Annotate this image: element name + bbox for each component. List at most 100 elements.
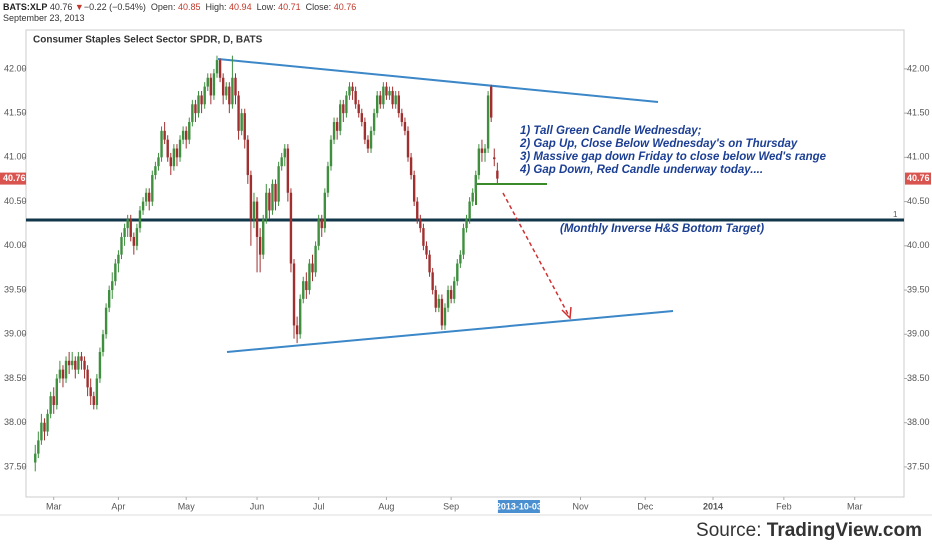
candle-body [92,396,95,406]
candle-body [431,272,434,291]
candle-body [265,192,268,220]
date: September 23, 2013 [3,13,85,23]
candle-body [200,95,203,105]
candle-body [181,130,185,140]
candle-body [178,139,182,158]
candle-body [157,157,160,167]
change-pct: (−0.54%) [109,2,146,12]
change: −0.22 [83,2,107,12]
candle-body [354,91,357,105]
candle-body [221,77,225,96]
candle-body [329,139,333,167]
candle-body [138,210,142,229]
candle-body [55,378,59,406]
annotation: 3) Massive gap down Friday to close belo… [520,151,827,163]
symbol: BATS:XLP [3,2,48,12]
y-tick-label: 42.00 [907,63,930,73]
x-tick-label: Aug [378,501,394,511]
candle-body [160,130,163,158]
candle-body [385,86,388,96]
candle-body [209,77,213,96]
candle-body [462,228,465,255]
candle-body [292,263,296,326]
candle-body [83,360,86,370]
candle-body [323,192,327,229]
y-tick-label: 39.50 [907,284,930,294]
candle-body [49,396,52,414]
chart-title: Consumer Staples Select Sector SPDR, D, … [33,35,263,46]
arrow-head [561,306,572,320]
price: 40.76 [49,2,73,12]
label: Open: [150,2,176,12]
candle-body [449,290,453,299]
y-tick-label: 38.50 [4,373,27,383]
x-tick-label: Sep [443,501,459,511]
x-tick-label: Jul [313,501,325,511]
candle-body [206,77,209,87]
candle-body [74,360,77,370]
price-tag [905,172,931,185]
x-tick-label: Mar [847,501,863,511]
candle-body [397,95,400,114]
x-tick-label: Mar [46,501,62,511]
candle-body [372,113,376,131]
candle-body [194,104,197,114]
candle-body [474,175,477,193]
arrow [502,192,569,315]
header: BATS:XLP 40.76 ▼−0.22 (−0.54%) Open: 40.… [3,2,357,23]
candle-body [277,166,280,202]
candle-body [151,175,154,202]
annotation: 1) Tall Green Candle Wednesday; [520,125,702,137]
candle-body [376,95,379,114]
candle-body [114,263,117,282]
candle-body [61,369,65,379]
candle-body [95,378,99,406]
candle-body [166,139,169,158]
candle-body [268,192,271,211]
candle-body [126,219,129,229]
x-tick-label: 2014 [703,501,723,511]
x-tick-label: May [178,501,196,511]
pane [25,29,905,498]
candle-body [197,95,200,114]
candle-body [271,183,274,211]
y-tick-label: 39.00 [4,329,27,339]
candle-body [58,369,62,379]
candle-body [496,170,499,179]
candle-body [366,139,370,149]
candle-body [64,360,68,379]
candle-body [129,219,132,237]
candle-body [255,201,259,237]
candle-body [86,369,89,388]
candle-body [71,360,74,366]
candle-body [477,148,481,176]
target-label: (Monthly Inverse H&S Bottom Target) [560,223,764,235]
candle-body [98,351,102,379]
candle-body [382,86,385,105]
y-tick-label: 38.50 [907,373,930,383]
close: 40.76 [333,2,357,12]
candle-body [342,104,345,114]
candle-body [363,121,367,140]
candle-body [440,298,444,326]
candle-body [286,148,290,193]
x-tick-label: Jun [250,501,265,511]
candle-body [120,236,123,255]
candle-body [480,148,484,153]
label: Low: [256,2,276,12]
candle-body [172,148,176,167]
candle-body [351,86,354,92]
candle-body [489,86,493,118]
candle-body [43,422,46,432]
candle-body [326,166,330,193]
candle-body [104,307,108,335]
y-tick-label: 40.00 [907,240,930,250]
price-tag [0,172,26,185]
candle-body [348,86,351,96]
candle-body [80,356,83,361]
candle-body [246,139,250,176]
candle-body [332,121,336,140]
candle-body [468,201,471,220]
candle-body [101,334,105,352]
candle-body [345,95,348,114]
